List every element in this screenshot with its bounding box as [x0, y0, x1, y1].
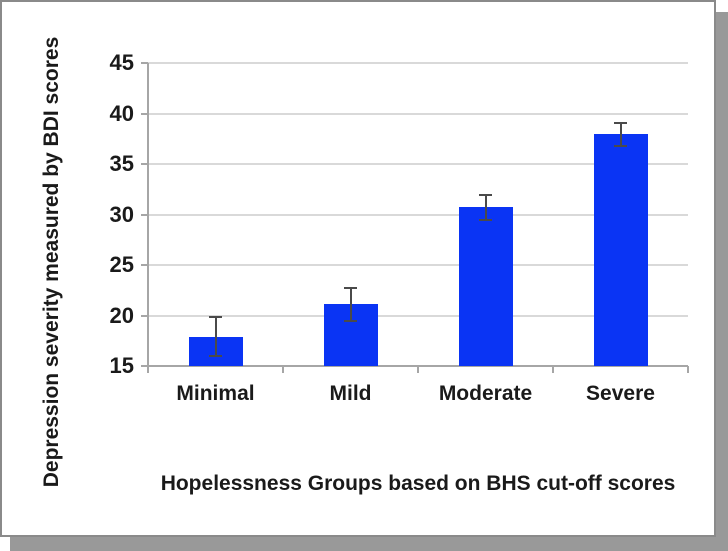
y-tick-25 [141, 264, 148, 266]
bar-moderate [458, 207, 513, 366]
error-bar-cap-bottom-minimal [209, 354, 222, 357]
y-tick-label-45: 45 [109, 50, 134, 75]
gridline-35 [148, 163, 688, 165]
error-bar-line-severe [619, 121, 622, 147]
error-bar-cap-bottom-moderate [479, 218, 492, 221]
error-bar-cap-top-moderate [479, 194, 492, 197]
x-tick-2 [417, 366, 419, 373]
y-tick-label-20: 20 [109, 302, 134, 328]
bar-severe [593, 133, 648, 366]
error-bar-cap-top-mild [344, 287, 357, 290]
error-bar-cap-bottom-mild [344, 319, 357, 322]
y-tick-35 [141, 163, 148, 165]
y-tick-label-15: 15 [109, 353, 134, 378]
y-tick-label-25: 25 [109, 252, 134, 277]
y-tick-label-35: 35 [109, 151, 134, 176]
error-bar-cap-top-severe [614, 121, 627, 124]
y-axis-title: Depression severity measured by BDI scor… [40, 36, 63, 488]
gridline-30 [148, 213, 688, 216]
chart-panel: Depression severity measured by BDI scor… [0, 0, 716, 537]
x-category-label-minimal: Minimal [176, 382, 255, 405]
x-axis-line [141, 365, 688, 367]
y-tick-label-40: 40 [109, 100, 134, 126]
gridline-20 [148, 314, 688, 317]
y-axis-line [147, 63, 149, 372]
x-category-label-mild: Mild [329, 382, 372, 405]
x-axis-title: Hopelessness Groups based on BHS cut-off… [160, 472, 676, 495]
y-tick-label-30: 30 [109, 201, 134, 227]
y-tick-40 [141, 112, 148, 115]
error-bar-line-mild [349, 287, 352, 322]
y-tick-30 [141, 213, 148, 216]
error-bar-line-moderate [484, 194, 487, 221]
error-bar-line-minimal [214, 315, 217, 357]
gridline-25 [148, 264, 688, 266]
x-tick-3 [552, 366, 554, 373]
gridline-40 [148, 112, 688, 115]
x-category-label-moderate: Moderate [438, 382, 533, 405]
plot-area [141, 62, 689, 373]
x-tick-1 [282, 366, 284, 373]
x-tick-4 [687, 366, 689, 373]
error-bar-cap-bottom-severe [614, 144, 627, 147]
error-bar-cap-top-minimal [209, 315, 222, 318]
y-tick-20 [141, 314, 148, 317]
y-tick-45 [141, 62, 148, 64]
gridline-45 [148, 62, 688, 64]
x-category-label-severe: Severe [586, 382, 655, 405]
